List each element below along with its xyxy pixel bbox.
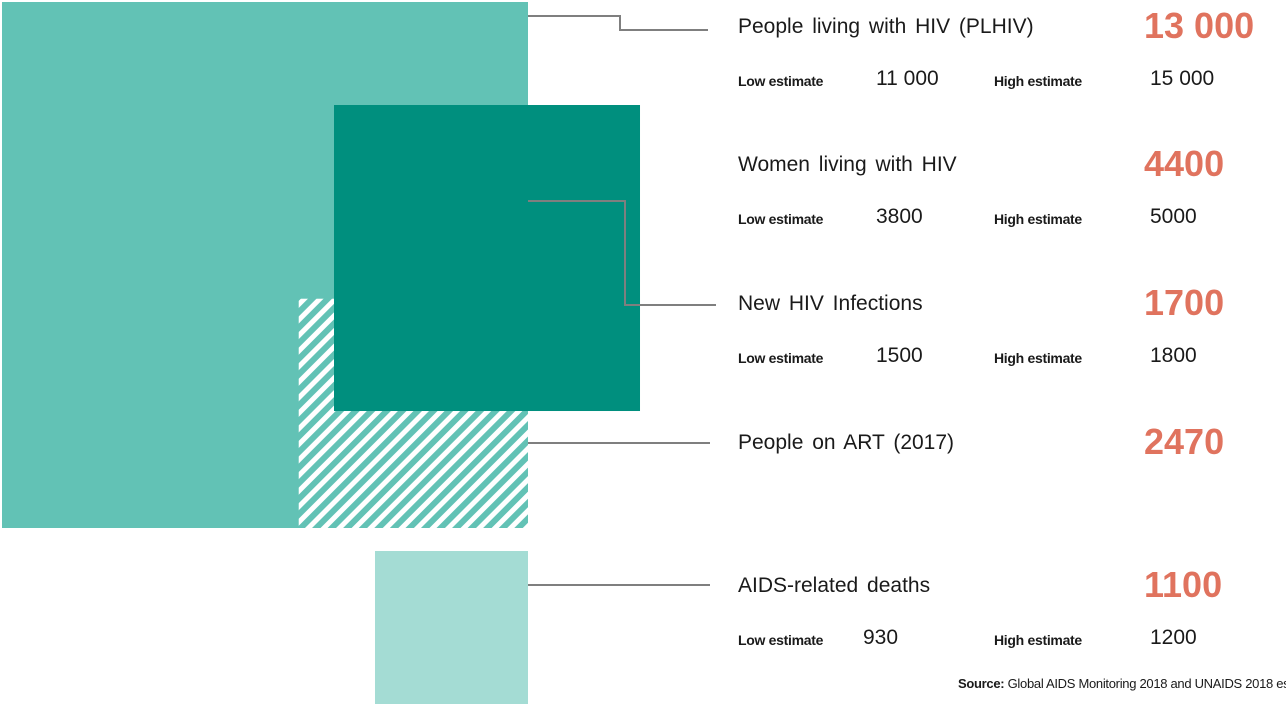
leader-women [528, 200, 716, 306]
stat-value: 1700 [1144, 282, 1225, 323]
high-estimate-value: 1800 [1150, 344, 1197, 367]
stat-value: 2470 [1144, 421, 1225, 462]
high-estimate-value: 1200 [1150, 626, 1197, 649]
high-estimate-label: High estimate [994, 350, 1082, 366]
estimate-row: Low estimate 930 High estimate 1200 [738, 626, 1286, 654]
aids-deaths-square [374, 551, 528, 704]
low-estimate-label: Low estimate [738, 350, 824, 366]
low-estimate-label: Low estimate [738, 211, 824, 227]
low-estimate-value: 11 000 [876, 67, 939, 90]
women-square [334, 105, 641, 412]
low-estimate-value: 3800 [876, 205, 923, 228]
low-estimate-value: 1500 [876, 344, 923, 367]
source-text: Global AIDS Monitoring 2018 and UNAIDS 2… [1007, 676, 1286, 691]
high-estimate-label: High estimate [994, 211, 1082, 227]
stat-label: Women living with HIV [738, 153, 957, 176]
low-estimate-value: 930 [863, 626, 899, 649]
stat-label: People on ART (2017) [738, 431, 955, 454]
stat-value: 1100 [1144, 564, 1223, 605]
stat-value: 4400 [1144, 143, 1225, 184]
stat-label: People living with HIV (PLHIV) [738, 15, 1034, 38]
leader-plhiv [528, 15, 708, 31]
stat-label: New HIV Infections [738, 292, 923, 315]
stat-label: AIDS-related deaths [738, 574, 931, 597]
high-estimate-value: 15 000 [1150, 67, 1215, 90]
low-estimate-label: Low estimate [738, 73, 824, 89]
source-note: Source: Global AIDS Monitoring 2018 and … [958, 676, 1286, 691]
stat-value: 13 000 [1144, 5, 1255, 46]
estimate-row: Low estimate 1500 High estimate 1800 [738, 344, 1286, 372]
high-estimate-value: 5000 [1150, 205, 1197, 228]
low-estimate-label: Low estimate [738, 632, 824, 648]
high-estimate-label: High estimate [994, 73, 1082, 89]
estimate-row: Low estimate 11 000 High estimate 15 000 [738, 67, 1286, 95]
estimate-row: Low estimate 3800 High estimate 5000 [738, 205, 1286, 233]
high-estimate-label: High estimate [994, 632, 1082, 648]
source-label: Source: [958, 676, 1005, 691]
